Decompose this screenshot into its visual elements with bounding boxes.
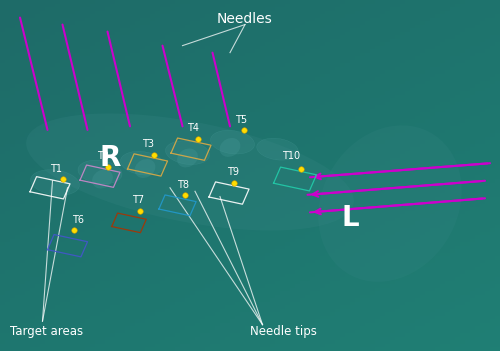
Text: T4: T4 [188,124,200,133]
Ellipse shape [26,113,354,231]
Text: T6: T6 [72,215,85,225]
Text: T1: T1 [50,164,62,174]
Text: T3: T3 [142,139,154,149]
Text: Needles: Needles [217,12,273,26]
Text: R: R [100,144,120,172]
Text: T5: T5 [235,115,247,125]
Text: L: L [341,204,359,232]
Ellipse shape [134,159,156,178]
Text: T7: T7 [132,196,144,205]
Ellipse shape [120,151,164,175]
Ellipse shape [92,170,113,188]
Ellipse shape [50,180,70,199]
Text: T2: T2 [98,152,110,161]
Ellipse shape [220,138,240,157]
Ellipse shape [256,138,298,160]
Ellipse shape [210,130,254,154]
Ellipse shape [318,125,462,282]
Text: Needle tips: Needle tips [250,325,317,338]
Text: Target areas: Target areas [10,325,83,338]
Ellipse shape [78,160,122,184]
Ellipse shape [177,148,198,167]
Ellipse shape [30,170,80,196]
Text: T8: T8 [178,180,190,190]
Ellipse shape [166,141,210,165]
Text: T10: T10 [282,152,300,161]
Text: T9: T9 [228,167,239,177]
